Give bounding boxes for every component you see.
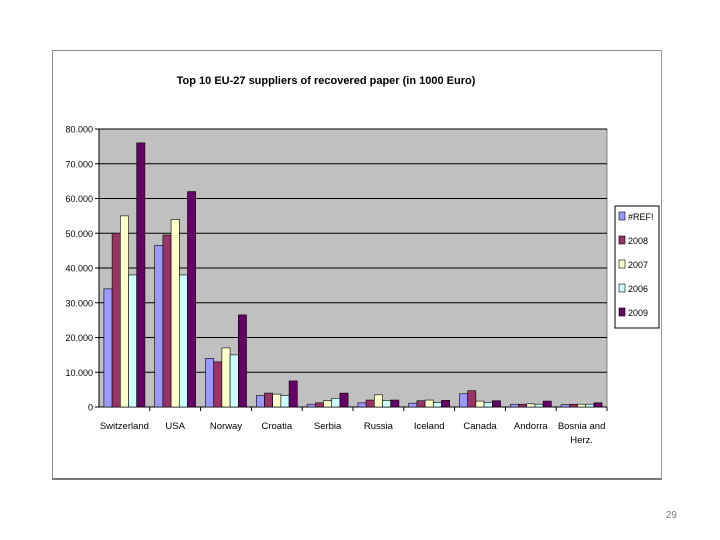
bar-andorra-2007 — [526, 403, 536, 408]
legend-label: 2008 — [628, 236, 648, 246]
x-tick-label: USA — [165, 421, 185, 432]
bar-canada-REF — [459, 393, 468, 408]
bar-bosnia-and-herz--2007 — [577, 403, 586, 408]
bar-iceland-2007 — [424, 399, 434, 408]
bar-switzerland-2008 — [111, 232, 121, 408]
legend-swatch — [618, 211, 626, 221]
bar-serbia-2006 — [331, 398, 341, 408]
bar-norway-2009 — [238, 314, 247, 408]
x-tick-label: Iceland — [414, 421, 445, 432]
bar-canada-2008 — [467, 390, 477, 408]
bar-croatia-2009 — [288, 380, 298, 408]
bar-russia-2009 — [390, 399, 400, 408]
bar-usa-2007 — [170, 219, 180, 408]
bar-serbia-REF — [306, 403, 316, 408]
legend-swatch — [618, 283, 626, 293]
y-tick-label: 30.000 — [65, 298, 93, 308]
bar-norway-2006 — [229, 354, 239, 408]
bar-bosnia-and-herz--2008 — [568, 403, 578, 408]
legend-swatch — [618, 235, 626, 245]
bar-serbia-2009 — [339, 392, 349, 408]
bar-russia-2006 — [382, 400, 391, 408]
bar-usa-2006 — [179, 274, 188, 408]
bar-usa-2008 — [162, 234, 172, 408]
page-number: 29 — [665, 510, 677, 521]
bar-norway-2007 — [221, 347, 231, 408]
bar-iceland-2008 — [416, 400, 426, 408]
bar-norway-REF — [205, 358, 214, 408]
bar-usa-2009 — [187, 191, 196, 408]
x-tick-label: Bosnia and Herz. — [558, 421, 606, 446]
bar-canada-2006 — [483, 402, 493, 408]
bar-bosnia-and-herz--REF — [560, 404, 570, 408]
bar-switzerland-2006 — [128, 274, 137, 408]
bar-croatia-2006 — [280, 395, 290, 408]
plot-area: 0 10.000 20.000 30.000 40.000 50.000 60.000 70.… — [65, 125, 608, 446]
bar-russia-2008 — [365, 399, 375, 408]
x-tick-label: Norway — [210, 421, 242, 432]
y-tick-label: 50.000 — [65, 229, 93, 239]
bar-russia-2007 — [373, 394, 383, 408]
x-tick-label: Canada — [463, 421, 497, 432]
legend-label: 2007 — [628, 260, 648, 270]
y-tick-label: 70.000 — [65, 159, 93, 169]
x-tick-label: Croatia — [261, 421, 292, 432]
x-tick-label: Switzerland — [100, 421, 149, 432]
chart-title: Top 10 EU-27 suppliers of recovered pape… — [177, 75, 476, 87]
bar-russia-REF — [357, 402, 367, 408]
bar-usa-REF — [154, 245, 164, 408]
y-tick-label: 10.000 — [65, 368, 93, 378]
bar-serbia-2008 — [314, 402, 324, 408]
x-tick-label: Serbia — [314, 421, 342, 432]
bar-andorra-REF — [509, 403, 519, 408]
bar-serbia-2007 — [323, 400, 332, 408]
bar-canada-2009 — [491, 400, 501, 408]
bar-andorra-2006 — [534, 403, 544, 408]
y-tick-label: 40.000 — [65, 264, 93, 274]
bar-iceland-REF — [408, 402, 418, 408]
bar-norway-2008 — [213, 361, 223, 408]
legend-label: #REF! — [628, 212, 654, 222]
y-tick-label: 20.000 — [65, 333, 93, 343]
bar-switzerland-2007 — [120, 215, 129, 408]
bar-switzerland-2009 — [136, 142, 146, 408]
x-tick-label: Russia — [364, 421, 394, 432]
legend: #REF! 2008 2007 2006 2009 — [614, 205, 660, 329]
x-tick-label: Andorra — [514, 421, 549, 432]
y-tick-label: 80.000 — [65, 125, 93, 135]
legend-label: 2009 — [628, 308, 648, 318]
legend-swatch — [618, 259, 626, 269]
bar-switzerland-REF — [103, 288, 113, 408]
bar-iceland-2006 — [432, 402, 442, 408]
bar-croatia-2007 — [272, 393, 282, 408]
bar-bosnia-and-herz--2006 — [585, 403, 595, 408]
bar-croatia-REF — [256, 395, 265, 408]
legend-label: 2006 — [628, 284, 648, 294]
bar-andorra-2009 — [542, 400, 552, 408]
bar-iceland-2009 — [441, 400, 450, 408]
bar-canada-2007 — [475, 400, 485, 408]
bar-croatia-2008 — [264, 392, 273, 408]
legend-swatch — [618, 307, 626, 317]
y-tick-label: 60.000 — [65, 194, 93, 204]
bar-andorra-2008 — [518, 403, 527, 408]
bar-chart: Top 10 EU-27 suppliers of recovered pape… — [65, 75, 660, 446]
y-tick-label: 0 — [88, 403, 93, 413]
chart-frame: Top 10 EU-27 suppliers of recovered pape… — [52, 50, 662, 480]
bar-bosnia-and-herz--2009 — [593, 402, 603, 408]
